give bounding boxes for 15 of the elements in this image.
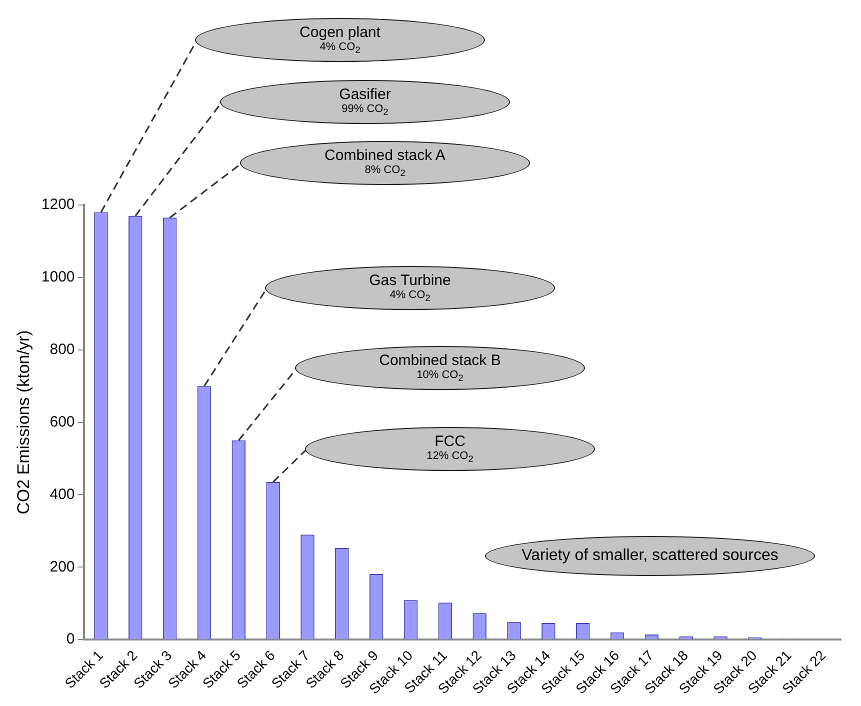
- annotation: FCC 12% CO$_{2}$: [426, 433, 474, 465]
- y-tick-label: 1000: [41, 268, 75, 286]
- y-tick-label: 400: [50, 486, 75, 503]
- text: Gasifier 99% CO$_{2}$: [339, 86, 391, 118]
- text: Cogen plant 4% CO$_{2}$: [300, 24, 380, 56]
- y-tick-label: 0: [66, 630, 75, 648]
- y-axis-title: CO2 Emissions (kton/yr): [14, 330, 33, 514]
- y-tick-label: 200: [50, 558, 75, 576]
- y-tick-label: 1200: [41, 196, 75, 214]
- y-tick-label: 800: [50, 341, 75, 358]
- annotation: Variety of smaller, scattered sources: [522, 546, 778, 566]
- annotation: Combined stack B 10% CO$_{2}$: [379, 352, 501, 384]
- annotation: Gas Turbine 4% CO$_{2}$: [369, 272, 451, 304]
- text: Combined stack A 8% CO$_{2}$: [324, 147, 446, 179]
- y-tick-label: 600: [50, 413, 75, 430]
